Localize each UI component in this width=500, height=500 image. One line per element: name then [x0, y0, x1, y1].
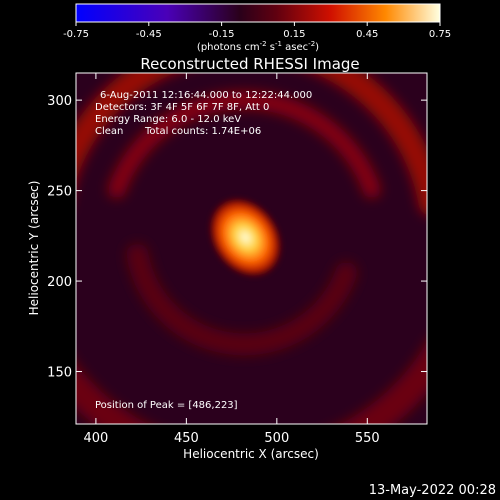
image-plot [76, 73, 427, 424]
chart-title: Reconstructed RHESSI Image [140, 55, 359, 73]
x-axis: 400 450 500 550 [83, 73, 380, 446]
annotation-peak-position: Position of Peak = [486,223] [95, 400, 238, 411]
x-tick-label: 450 [174, 431, 199, 446]
emission-arc [76, 73, 427, 215]
colorbar-tick-label: 0.45 [356, 29, 378, 40]
emission-arc [76, 341, 427, 424]
colorbar-tick-label: -0.75 [63, 29, 89, 40]
emission-arc [126, 243, 358, 356]
y-axis-label: Heliocentric Y (arcsec) [27, 181, 41, 316]
annotation-detectors: Detectors: 3F 4F 5F 6F 7F 8F, Att 0 [95, 102, 269, 113]
footer-date: 13-May-2022 00:28 [369, 483, 496, 498]
emission-features [76, 73, 427, 424]
y-tick-label: 300 [47, 94, 72, 109]
x-tick-label: 500 [264, 431, 289, 446]
colorbar-tick-label: 0.75 [429, 29, 451, 40]
y-tick-label: 150 [47, 366, 72, 381]
x-tick-label: 400 [83, 431, 108, 446]
annotation-method: Clean [95, 126, 123, 137]
colorbar: -0.75 -0.45 -0.15 0.15 0.45 0.75 (photons cm-… [63, 3, 451, 53]
colorbar-ticks: -0.75 -0.45 -0.15 0.15 0.45 0.75 [63, 22, 451, 40]
annotation-energy-range: Energy Range: 6.0 - 12.0 keV [95, 114, 241, 125]
y-tick-label: 250 [47, 185, 72, 200]
annotations: 6-Aug-2011 12:16:44.000 to 12:22:44.000 … [95, 90, 312, 411]
flare-peak [207, 196, 284, 279]
colorbar-tick-label: -0.15 [209, 29, 235, 40]
colorbar-tick-label: -0.45 [136, 29, 162, 40]
y-tick-label: 200 [47, 275, 72, 290]
x-tick-label: 550 [355, 431, 380, 446]
annotation-total-counts: Total counts: 1.74E+06 [144, 126, 261, 137]
colorbar-tick-label: 0.15 [283, 29, 305, 40]
x-axis-label: Heliocentric X (arcsec) [183, 447, 319, 461]
colorbar-gradient [75, 3, 441, 23]
emission-arc [107, 91, 381, 199]
y-axis: 150 200 250 300 [47, 94, 427, 381]
annotation-time-range: 6-Aug-2011 12:16:44.000 to 12:22:44.000 [100, 90, 312, 101]
plot-frame [75, 72, 428, 425]
colorbar-units: (photons cm-2 s-1 asec-2) [197, 40, 319, 53]
